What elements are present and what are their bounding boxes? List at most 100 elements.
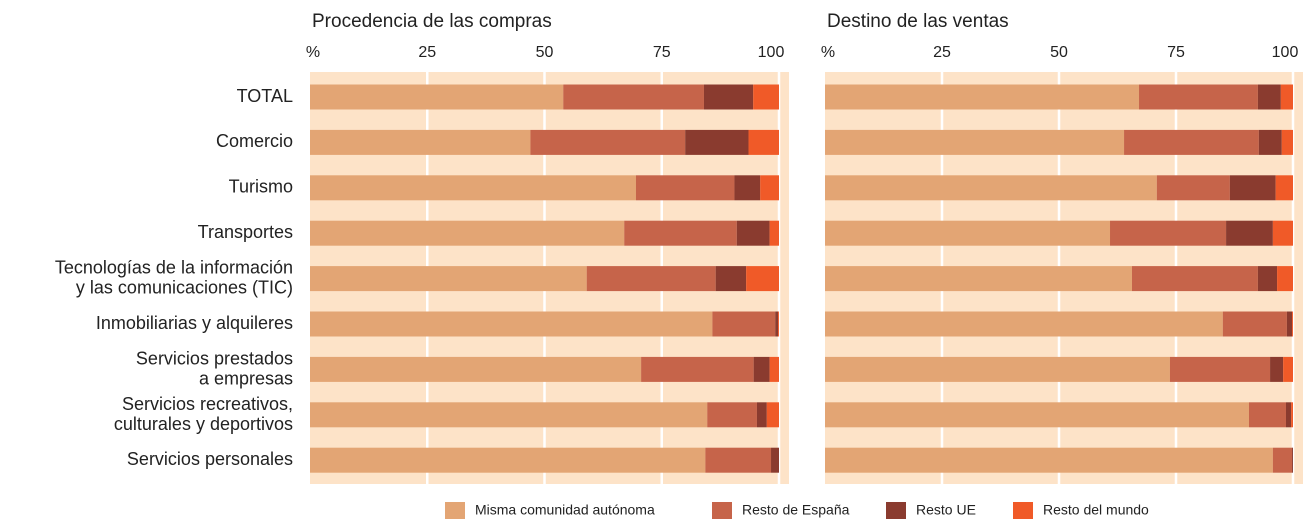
bar-segment (703, 84, 754, 110)
x-tick-label: 25 (933, 44, 951, 61)
bar-segment (1280, 84, 1293, 110)
legend-swatch (445, 502, 465, 519)
bar-segment (310, 311, 713, 337)
bar-segment (1285, 402, 1292, 428)
x-tick-label: 75 (1167, 44, 1185, 61)
legend-label: Resto de España (742, 502, 850, 518)
bar-segment (756, 402, 767, 428)
bar-segment (775, 311, 779, 337)
bar-segment (685, 129, 749, 155)
category-label: Servicios prestados a empresas (136, 348, 293, 388)
bar-segment (635, 175, 735, 201)
x-tick-label: 50 (536, 44, 554, 61)
panel-title: Procedencia de las compras (312, 11, 552, 32)
category-label: Transportes (198, 222, 293, 242)
bar-segment (825, 129, 1125, 155)
bar-segment (825, 311, 1223, 337)
category-label: Turismo (229, 177, 293, 197)
bar-segment (1286, 311, 1293, 337)
bar-segment (1226, 220, 1273, 246)
bar-segment (1292, 447, 1293, 473)
bar-segment (753, 84, 779, 110)
bar-segment (310, 447, 706, 473)
bar-segment (1132, 266, 1258, 292)
panel-title: Destino de las ventas (827, 11, 1009, 32)
bar-segment (1292, 311, 1293, 337)
bar-segment (1258, 129, 1282, 155)
bar-segment (641, 356, 754, 382)
bar-segment (778, 311, 779, 337)
legend-swatch (886, 502, 906, 519)
bar-segment (705, 447, 772, 473)
bar-segment (1257, 266, 1278, 292)
bar-segment (825, 356, 1170, 382)
bar-segment (1283, 356, 1293, 382)
bar-segment (563, 84, 704, 110)
bar-segment (310, 175, 636, 201)
category-label: Comercio (216, 131, 293, 151)
bar-segment (769, 356, 779, 382)
category-label: Inmobiliarias y alquileres (96, 313, 293, 333)
bar-segment (1272, 220, 1293, 246)
bar-segment (1222, 311, 1287, 337)
bar-segment (310, 129, 531, 155)
bar-segment (624, 220, 737, 246)
bar-segment (825, 402, 1250, 428)
bar-segment (746, 266, 779, 292)
bar-segment (771, 447, 779, 473)
bar-segment (1277, 266, 1293, 292)
legend-swatch (712, 502, 732, 519)
bar-segment (825, 266, 1133, 292)
bar-segment (1275, 175, 1293, 201)
bar-segment (712, 311, 776, 337)
bar-segment (310, 356, 642, 382)
legend-label: Misma comunidad autónoma (475, 502, 655, 518)
bar-segment (1270, 356, 1284, 382)
bar-segment (715, 266, 747, 292)
legend-swatch (1013, 502, 1033, 519)
bar-segment (1110, 220, 1227, 246)
bar-segment (310, 220, 625, 246)
x-tick-label: 75 (653, 44, 671, 61)
category-label: Servicios recreativos, culturales y depor… (114, 394, 293, 434)
bar-segment (1257, 84, 1281, 110)
bar-segment (825, 220, 1111, 246)
bar-segment (825, 175, 1157, 201)
bar-segment (748, 129, 779, 155)
bar-segment (760, 175, 779, 201)
bar-segment (766, 402, 779, 428)
x-tick-label: 25 (418, 44, 436, 61)
bar-segment (586, 266, 716, 292)
category-label: Tecnologías de la información y las comun… (55, 257, 293, 297)
bar-segment (734, 175, 761, 201)
bar-segment (736, 220, 770, 246)
bar-segment (1169, 356, 1271, 382)
bar-segment (1281, 129, 1293, 155)
bar-segment (753, 356, 770, 382)
bar-segment (825, 84, 1140, 110)
bar-segment (1139, 84, 1258, 110)
bar-segment (1229, 175, 1276, 201)
category-label: Servicios personales (127, 449, 293, 469)
bar-segment (310, 402, 708, 428)
bar-segment (825, 447, 1273, 473)
x-tick-label: 50 (1050, 44, 1068, 61)
bar-segment (1272, 447, 1293, 473)
x-tick-label: 100 (758, 44, 785, 61)
bar-segment (1249, 402, 1286, 428)
x-tick-label: % (821, 44, 835, 61)
bar-segment (769, 220, 779, 246)
bar-segment (1291, 402, 1293, 428)
bar-segment (1156, 175, 1230, 201)
category-label: TOTAL (237, 86, 293, 106)
legend-label: Resto del mundo (1043, 502, 1149, 518)
bar-segment (1124, 129, 1259, 155)
x-tick-label: % (306, 44, 320, 61)
bar-segment (530, 129, 686, 155)
x-tick-label: 100 (1272, 44, 1299, 61)
bar-segment (707, 402, 757, 428)
legend-label: Resto UE (916, 502, 976, 518)
bar-segment (310, 266, 587, 292)
